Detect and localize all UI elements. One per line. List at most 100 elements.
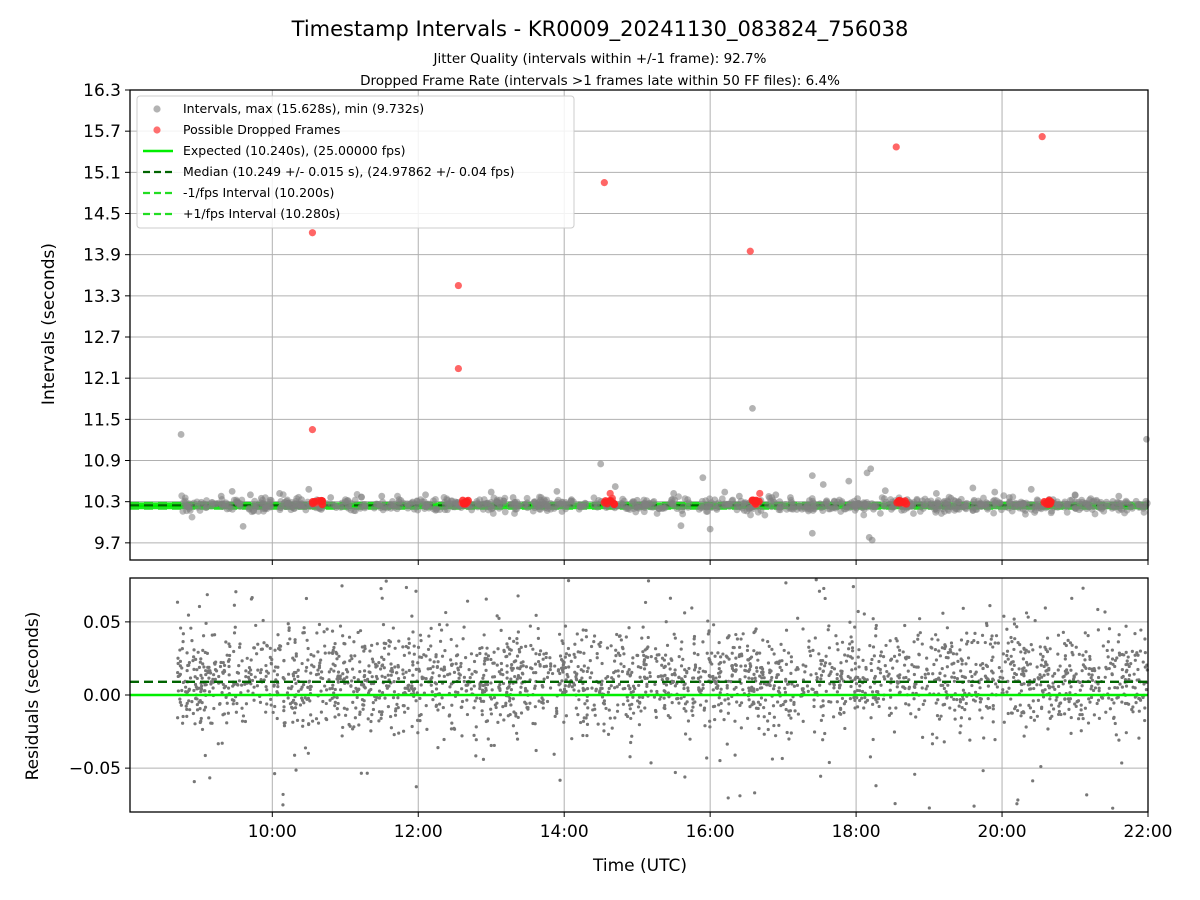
residual-point xyxy=(772,684,776,688)
residual-point xyxy=(778,665,782,669)
intervals-y-tick-label: 11.5 xyxy=(83,410,121,430)
residual-point xyxy=(371,660,375,664)
residual-point xyxy=(1005,627,1009,631)
residual-point xyxy=(452,726,456,731)
residual-point xyxy=(1053,687,1057,691)
residual-point xyxy=(1016,798,1020,802)
residual-point xyxy=(787,713,791,717)
residual-point xyxy=(780,668,784,672)
residual-point xyxy=(850,668,854,672)
residual-point xyxy=(955,697,959,702)
intervals-y-tick-label: 10.9 xyxy=(83,452,121,472)
residual-point xyxy=(644,690,648,694)
interval-point xyxy=(877,509,884,517)
residual-point xyxy=(673,636,677,640)
residual-point xyxy=(558,671,562,676)
residual-point xyxy=(386,705,391,709)
residual-point xyxy=(234,710,238,714)
residual-point xyxy=(817,652,821,656)
interval-point xyxy=(305,485,313,493)
residual-point xyxy=(310,663,314,667)
residual-point xyxy=(673,668,677,672)
residual-point xyxy=(1012,647,1016,652)
residual-point xyxy=(195,668,199,672)
residual-point xyxy=(515,641,519,645)
residual-point xyxy=(599,682,604,686)
residual-point xyxy=(407,688,411,693)
residual-point xyxy=(667,662,671,666)
residual-point xyxy=(555,711,559,716)
residual-point xyxy=(889,695,893,699)
residual-point xyxy=(673,673,677,677)
residual-point xyxy=(464,656,468,660)
residual-point xyxy=(1012,663,1016,667)
residual-point xyxy=(416,731,420,735)
residual-point xyxy=(220,691,224,695)
residual-point xyxy=(278,644,282,648)
residual-point xyxy=(1107,666,1111,671)
residual-point xyxy=(1144,688,1148,692)
residual-point xyxy=(240,683,244,687)
residual-point xyxy=(566,646,571,651)
residual-point xyxy=(627,626,631,630)
residual-point xyxy=(515,737,520,741)
residual-point xyxy=(293,701,297,705)
residual-point xyxy=(396,663,400,668)
interval-point xyxy=(410,505,418,513)
residual-point xyxy=(1081,716,1085,721)
residual-point xyxy=(664,620,668,624)
residual-point xyxy=(838,683,842,688)
residual-point xyxy=(265,688,269,692)
residual-point xyxy=(581,733,585,738)
residual-point xyxy=(1035,683,1039,687)
residual-point xyxy=(770,647,774,651)
residual-point xyxy=(699,675,703,679)
residual-point xyxy=(1106,655,1110,659)
residual-point xyxy=(1124,731,1128,735)
residual-point xyxy=(1009,697,1013,701)
residual-point xyxy=(959,669,963,673)
residual-point xyxy=(583,702,587,706)
residual-point xyxy=(1026,615,1030,619)
residual-point xyxy=(828,662,832,666)
residual-point xyxy=(310,719,315,723)
residual-point xyxy=(212,706,216,711)
residual-point xyxy=(897,691,901,695)
residual-point xyxy=(201,634,206,638)
residual-point xyxy=(455,644,459,648)
residual-point xyxy=(456,690,460,695)
residual-point xyxy=(1080,713,1084,717)
residual-point xyxy=(655,689,659,694)
residual-point xyxy=(936,638,940,642)
residual-point xyxy=(301,718,305,723)
residual-point xyxy=(1074,672,1078,676)
residual-point xyxy=(734,656,738,660)
residual-point xyxy=(1133,695,1137,699)
residual-point xyxy=(262,641,266,645)
intervals-y-tick-label: 15.7 xyxy=(83,122,121,142)
interval-point xyxy=(1103,502,1110,510)
residual-point xyxy=(460,699,465,704)
residual-point xyxy=(309,685,313,689)
residual-point xyxy=(713,654,717,658)
residual-point xyxy=(639,665,643,670)
residual-point xyxy=(1091,688,1096,693)
interval-point xyxy=(449,503,456,511)
residual-point xyxy=(783,690,788,694)
residual-point xyxy=(480,688,485,692)
residual-point xyxy=(664,653,668,657)
residual-point xyxy=(726,679,731,683)
residual-point xyxy=(414,699,418,703)
residual-point xyxy=(805,684,810,688)
residual-point xyxy=(244,675,248,679)
residual-point xyxy=(389,726,394,730)
residual-point xyxy=(935,736,939,740)
dropped-frame-point xyxy=(308,229,317,237)
residual-point xyxy=(176,689,180,693)
residual-point xyxy=(1107,696,1111,700)
residual-point xyxy=(457,672,461,676)
residual-point xyxy=(957,704,961,708)
residual-point xyxy=(512,710,516,714)
residual-point xyxy=(1010,640,1014,644)
residual-point xyxy=(585,713,589,717)
